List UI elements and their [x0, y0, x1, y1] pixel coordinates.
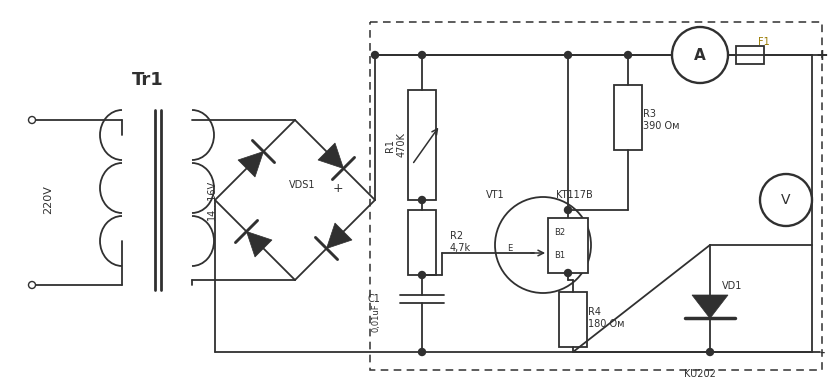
Text: A: A — [694, 47, 706, 62]
Text: F1: F1 — [759, 37, 770, 47]
Text: R3
390 Ом: R3 390 Ом — [643, 109, 680, 131]
Text: 220V: 220V — [43, 185, 53, 214]
Bar — [408, 90, 436, 200]
Circle shape — [706, 348, 713, 356]
Bar — [370, 22, 822, 370]
Text: R1
470K: R1 470K — [386, 132, 407, 158]
Text: B2: B2 — [554, 227, 565, 236]
Text: R2
4,7k: R2 4,7k — [450, 231, 471, 253]
Bar — [736, 46, 764, 64]
Circle shape — [624, 51, 632, 58]
Text: +: + — [816, 47, 828, 62]
Circle shape — [371, 51, 379, 58]
Text: R4
180 Ом: R4 180 Ом — [588, 307, 624, 329]
Text: KU202: KU202 — [684, 369, 716, 379]
Circle shape — [564, 270, 571, 276]
Circle shape — [418, 272, 426, 278]
Text: 0,01uF: 0,01uF — [372, 304, 381, 332]
Circle shape — [29, 281, 35, 289]
Polygon shape — [318, 143, 344, 169]
Text: B1: B1 — [554, 250, 565, 260]
Text: C1: C1 — [367, 294, 380, 304]
Text: Tr1: Tr1 — [132, 71, 164, 89]
Polygon shape — [238, 152, 264, 177]
Circle shape — [672, 27, 728, 83]
Circle shape — [495, 197, 591, 293]
Bar — [408, 210, 436, 275]
Text: 14...16V: 14...16V — [207, 180, 217, 220]
Polygon shape — [327, 223, 352, 249]
Polygon shape — [692, 295, 728, 318]
Bar — [559, 292, 587, 347]
Text: V: V — [781, 193, 790, 207]
Text: E: E — [507, 243, 512, 252]
Circle shape — [564, 51, 571, 58]
Text: VD1: VD1 — [722, 281, 743, 291]
Circle shape — [418, 196, 426, 203]
Polygon shape — [246, 232, 272, 257]
Bar — [548, 218, 588, 273]
Circle shape — [418, 51, 426, 58]
Text: VDS1: VDS1 — [289, 180, 315, 190]
Text: KT117B: KT117B — [556, 190, 593, 200]
Circle shape — [418, 348, 426, 356]
Circle shape — [760, 174, 812, 226]
Circle shape — [564, 207, 571, 214]
Text: -: - — [819, 345, 825, 359]
Bar — [614, 85, 642, 150]
Text: VT1: VT1 — [486, 190, 504, 200]
Text: +: + — [333, 181, 344, 194]
Circle shape — [29, 116, 35, 123]
